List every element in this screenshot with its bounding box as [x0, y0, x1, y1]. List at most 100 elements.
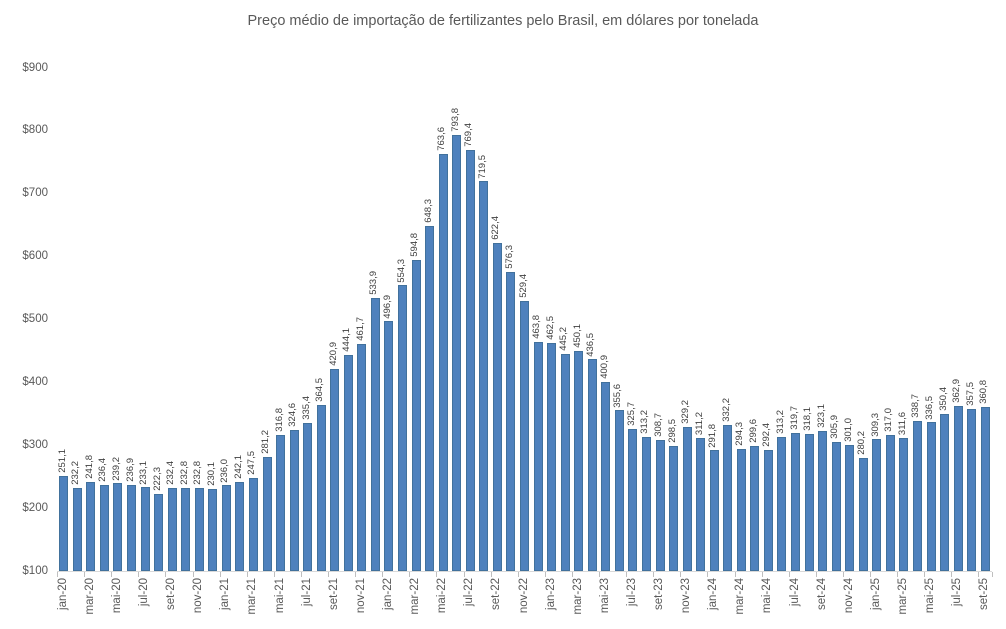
- x-tick-label: set-21: [327, 578, 340, 610]
- bar: [669, 446, 679, 571]
- x-tick-label: nov-24: [842, 578, 855, 614]
- bar-value-label: 301,0: [842, 417, 854, 442]
- x-axis-tick: [734, 572, 736, 577]
- bar-value-label: 318,1: [802, 407, 814, 431]
- bar-value-label: 719,5: [476, 154, 488, 179]
- x-axis-tick: [192, 572, 194, 577]
- bar: [289, 429, 299, 571]
- bar-value-label: 362,9: [951, 378, 963, 403]
- x-axis-tick: [463, 572, 465, 577]
- x-axis-tick: [436, 572, 438, 577]
- x-axis-tick: [599, 572, 601, 577]
- bar: [926, 422, 936, 571]
- x-axis-tick: [246, 572, 248, 577]
- bar-value-label: 292,4: [761, 423, 773, 448]
- bar-value-label: 236,9: [124, 458, 136, 482]
- x-tick-label: mar-22: [409, 578, 422, 615]
- x-tick-label: mar-23: [571, 578, 584, 615]
- bar-value-label: 232,4: [165, 460, 177, 485]
- bar: [167, 487, 177, 571]
- bar-value-label: 576,3: [503, 244, 515, 269]
- x-axis-tick: [111, 572, 113, 577]
- x-tick-label: set-23: [653, 578, 665, 610]
- bar: [709, 450, 719, 571]
- x-axis-tick: [273, 572, 275, 577]
- bar: [791, 432, 800, 571]
- y-tick-label: $100: [22, 564, 48, 577]
- bar-value-label: 463,8: [531, 315, 543, 340]
- bar: [99, 485, 109, 571]
- x-axis-tick: [490, 572, 492, 577]
- x-axis-tick: [978, 572, 980, 577]
- x-tick-label: set-20: [165, 578, 178, 610]
- bar-value-label: 230,1: [205, 462, 217, 487]
- bar-value-label: 241,8: [83, 455, 95, 479]
- x-axis-tick: [84, 572, 86, 577]
- bar-value-label: 335,4: [300, 396, 312, 420]
- bar: [885, 434, 895, 571]
- bar-value-label: 329,2: [680, 400, 692, 424]
- x-tick-label: nov-20: [192, 578, 205, 614]
- bar-value-label: 291,8: [707, 423, 719, 448]
- x-axis-tick: [300, 572, 302, 577]
- bar-value-label: 298,5: [666, 419, 678, 444]
- bar: [750, 445, 760, 571]
- bar-value-label: 622,4: [490, 215, 502, 240]
- bar-value-label: 533,9: [368, 271, 380, 296]
- x-tick-label: jul-23: [625, 578, 638, 607]
- bar: [235, 481, 245, 571]
- y-tick-label: $900: [22, 61, 48, 74]
- bar: [398, 285, 408, 571]
- bar-value-label: 251,1: [56, 449, 68, 473]
- x-tick-label: mai-21: [273, 578, 286, 614]
- x-axis-tick: [138, 572, 140, 577]
- x-tick-label: nov-21: [354, 578, 367, 614]
- bar: [601, 381, 611, 571]
- bar: [506, 271, 516, 571]
- bar-value-label: 305,9: [829, 414, 841, 439]
- bar-value-label: 436,5: [585, 332, 597, 357]
- bar-value-label: 332,2: [720, 398, 732, 423]
- y-tick-label: $400: [22, 375, 48, 388]
- x-axis-tick: [409, 572, 411, 577]
- bar: [86, 481, 96, 571]
- x-tick-label: jan-21: [219, 578, 232, 610]
- x-axis-tick: [951, 572, 953, 577]
- bar: [262, 457, 272, 571]
- x-tick-label: mai-22: [436, 578, 449, 614]
- x-tick-label: jul-21: [300, 578, 313, 607]
- x-axis-tick: [842, 572, 844, 577]
- bar: [736, 448, 746, 571]
- x-tick-label: jul-20: [138, 578, 151, 607]
- x-axis-tick: [57, 572, 58, 577]
- y-tick-label: $300: [22, 438, 48, 451]
- x-tick-label: jan-23: [544, 578, 557, 610]
- bar-value-label: 357,5: [964, 382, 976, 407]
- bar-value-label: 317,0: [883, 407, 895, 432]
- bar: [980, 407, 990, 571]
- bar-value-label: 281,2: [260, 430, 272, 455]
- bar: [520, 301, 529, 571]
- x-axis-tick: [626, 572, 628, 577]
- x-tick-label: mai-24: [761, 578, 774, 614]
- x-axis-tick: [897, 572, 899, 577]
- bar: [208, 489, 218, 571]
- bar-value-label: 294,3: [734, 422, 746, 446]
- bar: [127, 484, 137, 571]
- bar: [967, 409, 977, 571]
- x-axis-tick: [571, 572, 573, 577]
- bar: [655, 439, 665, 571]
- bar-value-label: 308,7: [653, 413, 664, 437]
- bar: [587, 359, 597, 571]
- x-axis-tick: [761, 572, 763, 577]
- bar-value-label: 280,2: [856, 430, 868, 455]
- x-tick-label: jan-24: [707, 578, 720, 610]
- bar-value-label: 323,1: [815, 403, 827, 428]
- bar: [181, 487, 191, 571]
- bar: [614, 410, 624, 571]
- bar-value-label: 311,2: [693, 412, 705, 436]
- bar-value-label: 319,7: [788, 406, 800, 430]
- x-tick-label: nov-23: [680, 578, 693, 614]
- bar: [845, 444, 855, 571]
- x-axis-line: [57, 571, 992, 572]
